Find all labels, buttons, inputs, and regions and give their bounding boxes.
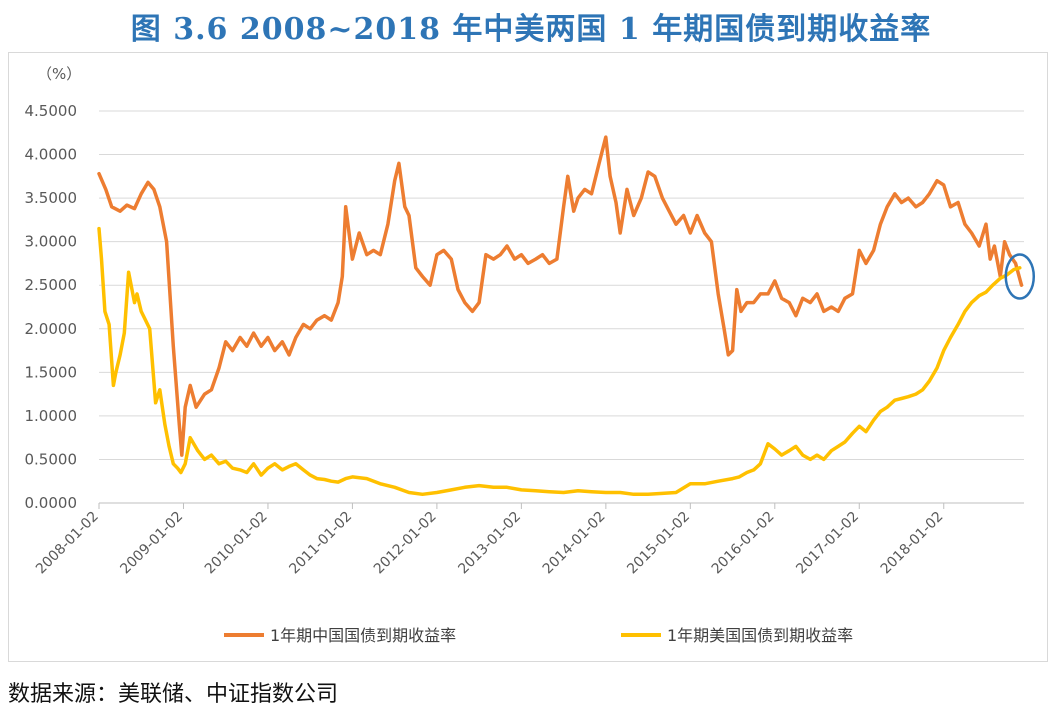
x-tick-label: 2012-01-02 bbox=[371, 509, 440, 578]
x-tick-label: 2011-01-02 bbox=[286, 509, 355, 578]
x-tick-label: 2010-01-02 bbox=[202, 509, 271, 578]
yield-line-chart: （%） 0.0000 0.5000 1.0000 1.5000 2.0000 2.5000 3… bbox=[25, 65, 1036, 645]
x-tick-label: 2016-01-02 bbox=[709, 509, 778, 578]
x-tick-label: 2015-01-02 bbox=[624, 509, 693, 578]
y-tick-label: 0.5000 bbox=[25, 450, 78, 468]
y-tick-label: 1.0000 bbox=[25, 407, 78, 425]
x-tick-label: 2013-01-02 bbox=[455, 509, 524, 578]
legend-label-us: 1年期美国国债到期收益率 bbox=[667, 626, 853, 645]
y-tick-label: 3.5000 bbox=[25, 189, 78, 207]
y-tick-label: 4.0000 bbox=[25, 146, 78, 164]
y-tick-label: 4.5000 bbox=[25, 102, 78, 120]
y-tick-label: 1.5000 bbox=[25, 363, 78, 381]
us-yield-line bbox=[97, 226, 1022, 497]
y-tick-label: 2.0000 bbox=[25, 320, 78, 338]
x-tick-label: 2014-01-02 bbox=[540, 509, 609, 578]
china-yield-line bbox=[97, 135, 1024, 457]
x-tick-label: 2009-01-02 bbox=[117, 509, 186, 578]
x-tick-label: 2017-01-02 bbox=[793, 509, 862, 578]
y-unit-label: （%） bbox=[37, 65, 81, 83]
y-tick-label: 0.0000 bbox=[25, 494, 78, 512]
x-tick-label: 2018-01-02 bbox=[878, 509, 947, 578]
y-tick-label: 2.5000 bbox=[25, 276, 78, 294]
page-title: 图 3.6 2008~2018 年中美两国 1 年期国债到期收益率 bbox=[130, 12, 932, 47]
legend-label-china: 1年期中国国债到期收益率 bbox=[270, 626, 456, 645]
chart-frame: （%） 0.0000 0.5000 1.0000 1.5000 2.0000 2.5000 3… bbox=[8, 52, 1048, 662]
y-tick-label: 3.0000 bbox=[25, 233, 78, 251]
source-note: 数据来源：美联储、中证指数公司 bbox=[8, 682, 339, 707]
x-tick-label: 2008-01-02 bbox=[33, 509, 102, 578]
highlight-circle bbox=[1004, 253, 1036, 300]
